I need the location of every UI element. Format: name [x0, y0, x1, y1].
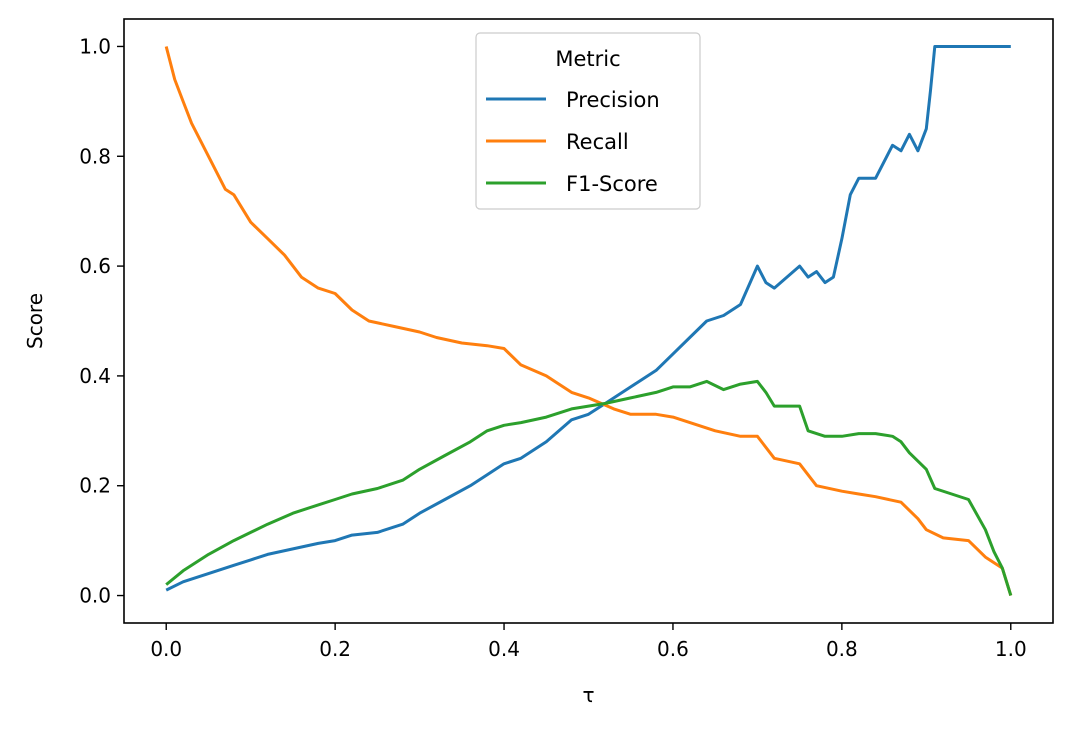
x-tick-label: 0.2 [319, 637, 351, 661]
legend-title: Metric [555, 47, 620, 71]
x-tick-label: 1.0 [995, 637, 1027, 661]
ticks-layer: 0.0 0.2 0.4 0.6 0.8 1.0 0.0 0.2 0.4 0.6 0.8 1.0 [79, 34, 1026, 661]
x-tick-label: 0.6 [657, 637, 689, 661]
series-line-recall [164, 46, 1013, 596]
y-tick-label: 0.0 [79, 584, 111, 608]
y-tick-label: 0.4 [79, 364, 111, 388]
series-line-f1-score [165, 379, 1013, 596]
y-tick-label: 0.6 [79, 254, 111, 278]
legend-label-recall: Recall [566, 130, 629, 154]
y-axis-label: Score [23, 293, 47, 349]
x-tick-label: 0.0 [150, 637, 182, 661]
y-tick-label: 0.8 [79, 144, 111, 168]
legend-box [475, 32, 701, 210]
x-tick-label: 0.4 [488, 637, 520, 661]
series-layer [164, 45, 1013, 596]
series-line-precision [165, 45, 1011, 592]
legend: Metric Precision Recall F1-Score [475, 32, 701, 210]
x-tick-label: 0.8 [826, 637, 858, 661]
legend-label-precision: Precision [566, 88, 660, 112]
x-axis-label: τ [582, 683, 594, 707]
legend-label-f1-score: F1-Score [566, 172, 658, 196]
y-tick-label: 0.2 [79, 474, 111, 498]
y-tick-label: 1.0 [79, 34, 111, 58]
plot-frame [123, 18, 1054, 624]
legend-items: Precision Recall F1-Score [486, 88, 660, 196]
